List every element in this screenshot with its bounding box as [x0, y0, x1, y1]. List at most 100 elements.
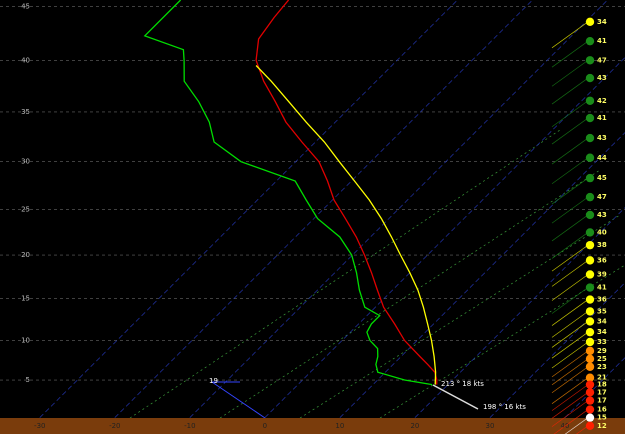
wind-speed-label: 12: [597, 422, 607, 430]
wind-barb: [551, 321, 589, 348]
wind-speed-label: 47: [597, 56, 607, 64]
wind-barb: [551, 287, 589, 314]
isotherm: [489, 282, 625, 418]
wind-dot: [585, 256, 595, 265]
wind-barb: [576, 425, 589, 434]
wind-speed-label: 39: [597, 270, 607, 278]
wind-speed-label: 35: [597, 307, 607, 315]
storm-motion-line: [432, 384, 479, 410]
adiabat: [299, 214, 621, 419]
wind-barb: [551, 214, 589, 242]
wind-dot: [585, 337, 595, 347]
y-tick-label: 30: [21, 158, 30, 166]
wind-dot: [585, 73, 595, 83]
wind-dot: [585, 327, 595, 337]
wind-dot: [585, 270, 595, 279]
plot: [143, 0, 479, 419]
wind-dot: [585, 405, 595, 414]
wind-dot: [585, 346, 595, 356]
wind-speed-label: 17: [597, 388, 607, 396]
isotherm: [414, 207, 625, 418]
wind-dot: [585, 283, 595, 292]
wind-speed-label: 16: [597, 406, 607, 414]
storm-motion-label: 198 ° 16 kts: [483, 403, 526, 411]
x-tick-label: 10: [335, 422, 344, 430]
adiabat: [219, 169, 601, 419]
wind-dot: [585, 56, 595, 65]
wind-barb: [551, 59, 589, 87]
wind-dot: [585, 36, 595, 46]
wind-speed-label: 34: [597, 328, 607, 336]
wind-dot: [585, 210, 595, 220]
wind-dot: [585, 317, 595, 326]
wind-dot: [585, 307, 595, 316]
wind-barb: [551, 366, 589, 394]
isotherm: [114, 0, 533, 418]
wind-dot: [585, 192, 595, 202]
wind-dot: [585, 17, 595, 27]
wind-speed-label: 45: [597, 174, 607, 182]
wind-speed-label: 18: [597, 381, 607, 389]
wind-barb: [551, 232, 589, 259]
wind-barb: [551, 299, 589, 326]
y-tick-label: 45: [21, 3, 30, 11]
wind-barb: [551, 260, 589, 287]
wind-speed-label: 34: [597, 18, 607, 26]
wind-dot: [585, 173, 595, 183]
wind-barb: [551, 274, 589, 301]
wind-barb: [551, 137, 589, 165]
wind-dot: [585, 413, 595, 422]
wind-speed-label: 29: [597, 347, 607, 355]
wind-speed-label: 23: [597, 363, 607, 371]
wind-speed-label: 38: [597, 241, 607, 249]
wind-speed-label: 41: [597, 284, 607, 292]
wind-dot: [585, 373, 595, 382]
hodograph-line: [211, 381, 266, 419]
wind-speed-label: 40: [597, 228, 607, 236]
wind-barb: [551, 400, 589, 427]
storm-motion-label: 213 ° 18 kts: [441, 380, 484, 388]
y-tick-label: 25: [21, 205, 30, 213]
wind-barb: [551, 40, 589, 68]
wind-dot: [585, 354, 595, 364]
wind-barb: [551, 341, 589, 369]
hodograph-label: 19: [209, 377, 218, 385]
adiabat: [129, 129, 561, 419]
isotherm: [189, 0, 608, 418]
profile-line: [143, 0, 433, 386]
wind-dot: [585, 421, 595, 430]
wind-barb: [553, 409, 589, 434]
wind-barb: [551, 350, 589, 378]
x-tick-label: 20: [410, 422, 419, 430]
wind-barb: [551, 358, 589, 386]
wind-barb: [551, 377, 589, 404]
profile-line: [255, 65, 437, 385]
wind-barb: [551, 384, 589, 411]
y-tick-label: 10: [21, 336, 30, 344]
wind-speed-label: 25: [597, 355, 607, 363]
wind-column: 34 41 47 43 42 41 43 44 45 47 43 40 38 36 39 41 36 35 34 34…: [551, 17, 607, 434]
isotherm: [339, 132, 625, 418]
x-tick-label: 30: [485, 422, 494, 430]
y-tick-label: 5: [26, 376, 30, 384]
x-tick-label: -20: [109, 422, 120, 430]
wind-speed-label: 47: [597, 193, 607, 201]
wind-speed-label: 21: [597, 374, 607, 382]
y-tick-label: 20: [21, 251, 30, 259]
wind-barb: [564, 417, 589, 434]
y-tick-label: 15: [21, 295, 30, 303]
wind-speed-label: 44: [597, 154, 607, 162]
wind-dot: [585, 153, 595, 162]
wind-speed-label: 17: [597, 397, 607, 405]
profile-line: [255, 0, 438, 385]
wind-barb: [551, 117, 589, 145]
wind-dot: [585, 388, 595, 397]
wind-barb: [551, 21, 589, 49]
wind-speed-label: 15: [597, 414, 607, 422]
wind-barb: [551, 177, 589, 205]
isotherm: [264, 57, 625, 418]
wind-barb: [551, 311, 589, 338]
